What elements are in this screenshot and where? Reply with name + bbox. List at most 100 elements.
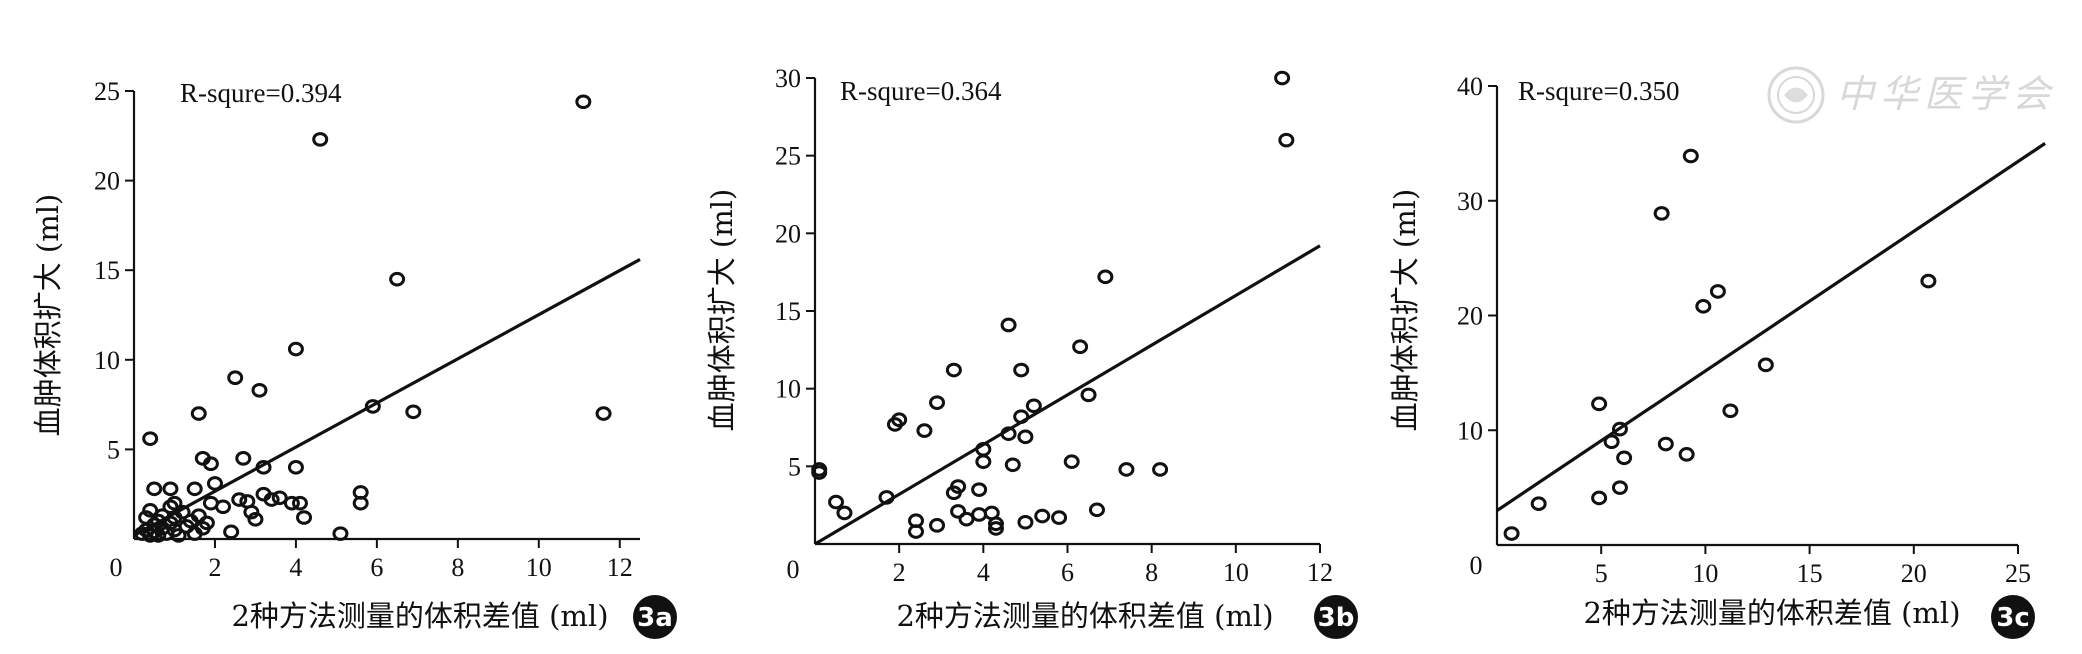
data-point xyxy=(296,510,313,525)
data-point xyxy=(1709,284,1726,299)
data-point xyxy=(162,481,179,497)
x-tick-label: 10 xyxy=(526,553,552,582)
panel-badge: 3c xyxy=(1991,595,2035,639)
data-point xyxy=(1503,526,1520,541)
y-tick-label: 15 xyxy=(94,256,120,285)
scatter-panel-3b: 2 4 6 8 10 12 5 10 15 20 25 30 R-squre=0.364 0 2种方法… xyxy=(705,64,1358,639)
data-point xyxy=(950,479,967,494)
data-point xyxy=(828,494,845,510)
y-tick-label: 20 xyxy=(1457,302,1483,331)
x-tick-label: 6 xyxy=(370,553,383,582)
data-point xyxy=(958,511,975,527)
x-tick-label: 8 xyxy=(451,553,464,582)
y-tick-label: 30 xyxy=(775,64,801,93)
data-point xyxy=(1920,273,1937,289)
data-point xyxy=(891,412,908,428)
data-point xyxy=(142,503,159,518)
x-tick-label: 12 xyxy=(1307,558,1333,587)
data-point xyxy=(1152,462,1169,477)
y-tick-label: 20 xyxy=(94,167,120,196)
x-tick-label: 6 xyxy=(1061,558,1074,587)
y-axis-title: 血肿体积扩大 (ml) xyxy=(1388,189,1422,432)
y-tick-label: 10 xyxy=(1457,416,1483,445)
data-point xyxy=(332,526,349,541)
panel-label: 3b xyxy=(1318,603,1355,633)
data-point xyxy=(202,456,219,472)
data-point xyxy=(575,94,592,110)
data-points xyxy=(1503,148,1937,541)
data-point xyxy=(312,132,329,147)
data-point xyxy=(950,504,967,519)
data-point xyxy=(231,492,248,507)
r-squared-annotation: R-squre=0.350 xyxy=(1518,76,1679,106)
data-point xyxy=(263,492,280,507)
data-point xyxy=(251,382,268,398)
panel-badge: 3b xyxy=(1314,595,1358,639)
data-point xyxy=(929,518,946,533)
data-point xyxy=(1274,70,1291,86)
data-point xyxy=(287,341,304,357)
y-tick-label: 20 xyxy=(775,219,801,248)
data-point xyxy=(836,505,853,521)
x-axis-title: 2种方法测量的体积差值 (ml) xyxy=(1583,596,1960,630)
data-point xyxy=(1603,434,1620,450)
y-tick-label: 30 xyxy=(1457,187,1483,216)
r-squared-annotation: R-squre=0.394 xyxy=(180,78,342,108)
ticks: 5 10 15 20 25 10 20 30 40 xyxy=(1457,72,2031,588)
data-point xyxy=(247,511,264,527)
x-tick-label: 0 xyxy=(787,555,800,584)
data-point xyxy=(271,490,288,506)
data-point xyxy=(595,406,612,421)
data-point xyxy=(364,399,381,414)
data-point xyxy=(1611,480,1628,495)
data-point xyxy=(1682,148,1699,164)
data-point xyxy=(1616,450,1633,466)
y-axis-title: 血肿体积扩大 (ml) xyxy=(31,194,65,437)
x-tick-label: 15 xyxy=(1797,559,1823,588)
data-point xyxy=(1013,362,1030,378)
scatter-panel-3c: 5 10 15 20 25 10 20 30 40 R-squre=0.350 0 2种方法测量… xyxy=(1388,72,2046,639)
data-point xyxy=(1678,447,1695,462)
x-tick-label: 0 xyxy=(1470,551,1483,580)
data-point xyxy=(916,423,933,438)
data-point xyxy=(1653,206,1670,221)
x-tick-label: 12 xyxy=(607,553,633,582)
data-points xyxy=(134,94,612,543)
y-tick-label: 40 xyxy=(1457,72,1483,101)
data-point xyxy=(987,521,1004,536)
data-point xyxy=(1757,357,1774,373)
data-point xyxy=(1051,510,1068,525)
data-point xyxy=(1118,462,1135,477)
data-point xyxy=(929,395,946,410)
data-point xyxy=(150,528,167,543)
data-point xyxy=(283,495,300,511)
data-point xyxy=(987,516,1004,532)
data-point xyxy=(971,482,988,497)
x-tick-label: 20 xyxy=(1901,559,1927,588)
data-point xyxy=(215,499,232,515)
data-point xyxy=(1017,514,1034,530)
data-point xyxy=(146,481,163,497)
y-tick-label: 10 xyxy=(775,375,801,404)
panel-label: 3a xyxy=(637,603,673,633)
x-axis-title: 2种方法测量的体积差值 (ml) xyxy=(231,599,608,633)
y-axis-title: 血肿体积扩大 (ml) xyxy=(705,189,739,432)
data-point xyxy=(235,451,252,466)
x-tick-label: 2 xyxy=(893,558,906,587)
data-point xyxy=(206,476,223,491)
x-tick-label: 2 xyxy=(208,553,221,582)
data-point xyxy=(945,362,962,378)
data-point xyxy=(1000,317,1017,333)
watermark: 中华医学会 xyxy=(1767,66,2050,124)
data-point xyxy=(1072,339,1089,355)
data-point xyxy=(291,495,308,511)
x-tick-label: 25 xyxy=(2005,559,2031,588)
panel-label: 3c xyxy=(1996,603,2030,633)
y-tick-label: 15 xyxy=(775,297,801,326)
panel-badge: 3a xyxy=(633,595,677,639)
y-tick-label: 5 xyxy=(788,452,801,481)
r-squared-annotation: R-squre=0.364 xyxy=(840,76,1002,106)
data-point xyxy=(227,370,244,386)
data-point xyxy=(1025,398,1042,414)
